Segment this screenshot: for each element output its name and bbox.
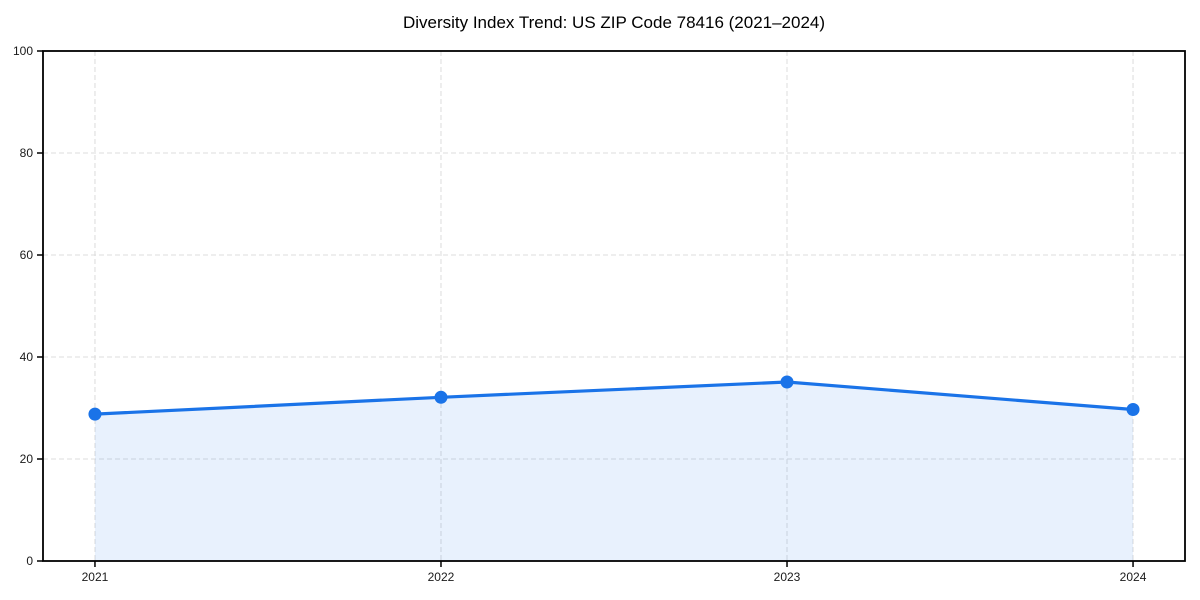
y-axis-tick-label: 40 bbox=[20, 350, 34, 364]
data-point-marker bbox=[88, 407, 102, 421]
data-point-marker bbox=[780, 375, 794, 389]
x-axis-tick-label: 2021 bbox=[82, 570, 109, 584]
area-fill bbox=[94, 381, 1134, 561]
y-axis-tick-label: 20 bbox=[20, 452, 34, 466]
trend-line bbox=[93, 380, 1135, 416]
x-axis-tick-label: 2022 bbox=[428, 570, 455, 584]
x-axis-tick-label: 2023 bbox=[774, 570, 801, 584]
axes-border bbox=[42, 50, 1186, 562]
x-axis-tick-label: 2024 bbox=[1120, 570, 1147, 584]
data-point-marker bbox=[434, 390, 448, 404]
y-axis-tick-label: 80 bbox=[20, 146, 34, 160]
y-axis-tick-label: 100 bbox=[13, 44, 33, 58]
data-point-marker bbox=[1126, 403, 1140, 417]
y-axis-tick-label: 60 bbox=[20, 248, 34, 262]
chart-title: Diversity Index Trend: US ZIP Code 78416… bbox=[402, 13, 826, 32]
y-axis-tick-label: 0 bbox=[26, 554, 33, 568]
